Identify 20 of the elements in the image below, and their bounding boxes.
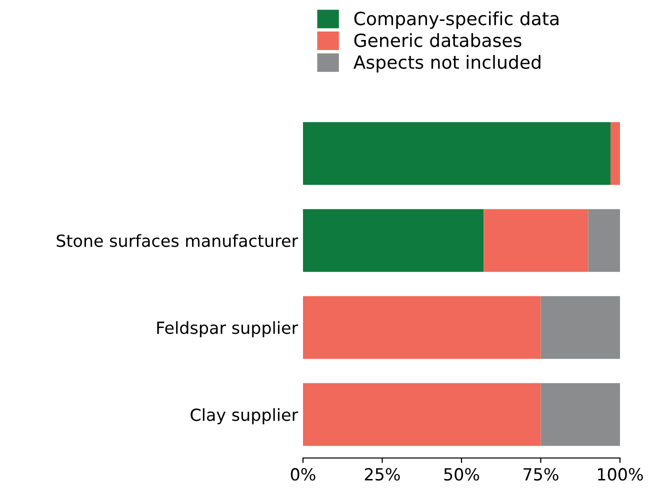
x-tick-label: 25% (364, 468, 400, 481)
bar (610, 122, 620, 185)
bar (540, 383, 620, 446)
x-tick-label: 75% (524, 468, 558, 481)
bar (303, 383, 541, 446)
legend-label: Company-specific data (354, 11, 558, 29)
x-tick-label: 50% (444, 468, 480, 481)
y-tick-label: Feldspar supplier (157, 321, 298, 338)
bar (588, 209, 620, 272)
y-tick-label: Stone surfaces manufacturer (56, 234, 298, 248)
legend-label: Aspects not included (353, 54, 540, 72)
y-tick-label: Clay supplier (190, 408, 298, 424)
bar (484, 209, 588, 272)
bar (303, 209, 484, 272)
legend-label: Generic databases (354, 33, 522, 48)
bar (540, 296, 620, 359)
bar (303, 122, 610, 185)
bar (303, 296, 541, 359)
x-tick-label: 100% (598, 468, 643, 481)
x-tick-label: 0% (290, 468, 316, 481)
